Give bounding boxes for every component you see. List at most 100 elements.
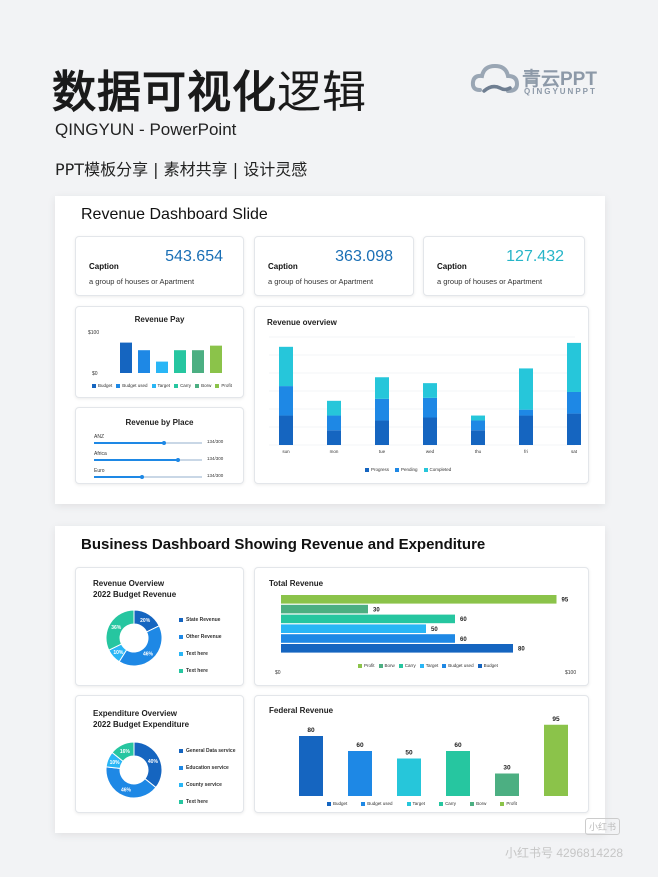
- legend-item: Borw: [470, 801, 486, 806]
- slice-label: 20%: [140, 618, 151, 624]
- donut-slice: [105, 609, 135, 651]
- x-tick-label: fri: [524, 449, 528, 454]
- legend-label: Education service: [186, 764, 229, 771]
- legend-label: Budget: [333, 801, 348, 806]
- kpi-value: 543.654: [165, 248, 223, 265]
- total-revenue-legend: Profit Borw Carry Target Budget used Bud…: [358, 663, 498, 668]
- legend-label: Target: [412, 801, 426, 806]
- revenue-pay-chart: $100 $0: [88, 330, 222, 377]
- expenditure-donut-legend: General Data service Education service Cou…: [179, 742, 235, 810]
- kpi-description: a group of houses or Apartment: [89, 277, 195, 286]
- bar-profit: [281, 595, 557, 604]
- bar-budget-used: [348, 751, 372, 796]
- legend-swatch: [179, 765, 183, 770]
- legend-item: Carry: [439, 801, 456, 806]
- legend-swatch: [179, 782, 183, 787]
- legend-label: General Data service: [186, 747, 236, 754]
- bar-carry: [174, 350, 186, 373]
- legend-swatch: [179, 651, 183, 656]
- bar-value-label: 50: [431, 627, 438, 633]
- legend-label: Borw: [201, 383, 212, 388]
- bar-value-label: 95: [552, 716, 560, 723]
- legend-item: Borw: [195, 383, 211, 388]
- bar-carry: [446, 751, 470, 796]
- kpi-card: 543.654 Caption a group of houses or Apa…: [75, 236, 244, 296]
- card-title: Revenue overview: [267, 318, 337, 327]
- legend-label: County service: [186, 781, 222, 788]
- expenditure-overview-donut-card: Expenditure Overview 2022 Budget Expendi…: [75, 695, 244, 813]
- x-axis-end-label: $100: [565, 670, 576, 676]
- legend-label: Progress: [371, 467, 390, 472]
- slice-label: 36%: [111, 625, 122, 631]
- revenue-overview-donut-card: Revenue Overview 2022 Budget Revenue 20%…: [75, 567, 244, 686]
- slice-label: 40%: [148, 759, 159, 765]
- bar-fri-completed: [519, 368, 533, 410]
- legend-swatch: [179, 668, 183, 673]
- slide-title: Revenue Dashboard Slide: [81, 206, 268, 223]
- bar-value-label: 50: [405, 750, 413, 757]
- bar-carry: [281, 614, 455, 624]
- watermark-badge: 小红书: [585, 818, 621, 835]
- place-track: [94, 457, 202, 462]
- bar-tue-pending: [375, 398, 389, 421]
- bar-tue-completed: [375, 377, 389, 399]
- legend-label: Pending: [401, 467, 418, 472]
- bar-budget: [120, 342, 132, 373]
- cloud-icon: [470, 63, 520, 93]
- legend-label: Carry: [404, 663, 416, 668]
- bar-budget-used: [281, 634, 455, 643]
- legend-item: Target: [406, 801, 426, 806]
- donut-slice: [105, 766, 157, 799]
- qingyun-logo: 青云PPT QINGYUNPPT: [470, 58, 620, 102]
- slice-label: 16%: [120, 749, 131, 755]
- donut-slice: [118, 625, 163, 667]
- legend-label: Target: [157, 383, 171, 388]
- bar-wed-progress: [423, 417, 437, 445]
- legend-item: Target: [419, 663, 439, 668]
- bar-profit: [210, 345, 222, 373]
- title-thin: 逻辑: [277, 67, 367, 118]
- bar-value-label: 60: [460, 617, 467, 623]
- place-fill: [94, 442, 165, 444]
- kpi-value: 127.432: [506, 248, 564, 265]
- legend-item: State Revenue: [179, 611, 222, 628]
- revenue-pay-card: Revenue Pay $100 $0 Budget Budget used T…: [75, 306, 244, 398]
- card-title: Revenue by Place: [125, 418, 194, 427]
- revenue-overview-card: Revenue overview sun mon tue wed thu fri sat P…: [254, 306, 589, 484]
- y-axis-top-label: $100: [88, 330, 99, 336]
- legend-item: Other Revenue: [179, 628, 222, 645]
- federal-revenue-card: Federal Revenue 80 60 50 60 30 95 Budget Budg…: [254, 695, 589, 813]
- page-title: 数据可视化逻辑: [52, 56, 367, 120]
- legend-label: Target: [425, 663, 439, 668]
- bar-sat-completed: [567, 342, 581, 392]
- bar-sun-progress: [279, 415, 293, 445]
- card-title-line1: Revenue Overview: [93, 579, 165, 588]
- bar-thu-pending: [471, 420, 485, 431]
- place-row: Euro 134/300: [94, 468, 234, 482]
- legend-item: Text here: [179, 645, 222, 662]
- total-revenue-chart: $0 $100 95 30 60 50 60 80: [275, 595, 576, 676]
- watermark-text: 小红书号 4296814228: [505, 846, 624, 860]
- legend-item: Text here: [179, 793, 235, 810]
- bar-value-label: 60: [460, 637, 467, 643]
- bar-value-label: 80: [307, 727, 315, 734]
- legend-item: Budget: [477, 663, 498, 668]
- slice-label: 46%: [121, 787, 132, 793]
- x-tick-label: sun: [282, 449, 290, 454]
- legend-label: Profit: [364, 663, 375, 668]
- place-knob: [176, 457, 181, 462]
- y-axis-bottom-label: $0: [92, 371, 98, 377]
- legend-item: Borw: [378, 663, 395, 668]
- page-subtitle: QINGYUN - PowerPoint: [55, 120, 237, 139]
- bar-fri-progress: [519, 415, 533, 445]
- total-revenue-card: Total Revenue $0 $100 95 30 60 50 60 80 Profi…: [254, 567, 589, 686]
- bar-budget: [281, 644, 513, 653]
- legend-item: Progress: [365, 467, 389, 472]
- title-bold: 数据可视化: [52, 67, 277, 118]
- bar-budget-used: [138, 350, 150, 373]
- slide-title: Business Dashboard Showing Revenue and E…: [81, 536, 486, 553]
- legend-item: Profit: [215, 383, 232, 388]
- x-tick-label: tue: [379, 449, 386, 454]
- bar-tue-progress: [375, 420, 389, 445]
- legend-label: Carry: [445, 801, 457, 806]
